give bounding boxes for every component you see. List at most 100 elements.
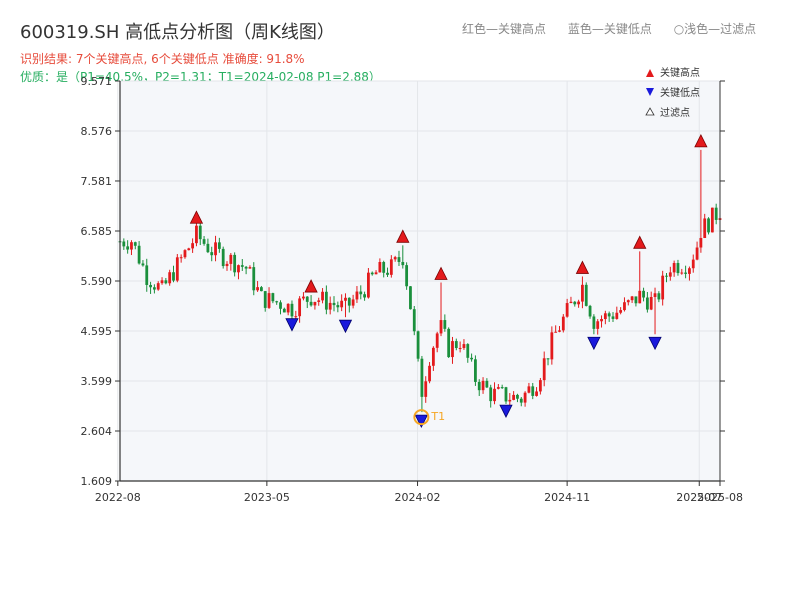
candle-body [233, 254, 237, 273]
candle-body [298, 298, 302, 317]
legend-filtered-marker [645, 107, 655, 116]
candle-body [451, 341, 454, 358]
x-tick-label: 2024-02 [395, 491, 441, 504]
candle-body [279, 302, 282, 309]
candle-body [615, 312, 619, 319]
candle-body [603, 313, 607, 320]
candle-body [546, 358, 550, 360]
candle-body [596, 321, 600, 329]
candle-body [561, 316, 565, 331]
candle-body [324, 291, 328, 310]
candle-body [592, 316, 596, 329]
candle-body [619, 310, 623, 313]
candle-body [367, 272, 370, 298]
candle-body [313, 301, 317, 306]
candle-body [447, 328, 451, 358]
candle-body [202, 239, 206, 244]
candle-body [626, 300, 630, 303]
candle-body [149, 284, 152, 288]
candle-body [611, 316, 615, 319]
high-marker [694, 133, 708, 148]
t1-ring [413, 409, 430, 426]
candle-body [588, 305, 592, 317]
candle-body [642, 290, 645, 298]
candle-body [317, 300, 321, 302]
candle-body [485, 380, 489, 388]
candle-body [676, 263, 680, 274]
candle-body [217, 242, 221, 249]
candle-body [198, 225, 202, 240]
candle-body [328, 302, 332, 310]
candle-body [351, 299, 355, 306]
candle-body [649, 296, 653, 310]
candle-body [401, 261, 405, 266]
candle-body [386, 272, 389, 275]
high-marker [189, 210, 204, 224]
candle-body [370, 272, 374, 275]
candle-body [512, 394, 516, 400]
legend-text-blue: 蓝色—关键低点 [567, 22, 652, 36]
candle-body [645, 297, 649, 310]
y-tick-label: 9.571 [81, 75, 113, 88]
candle-body [703, 218, 707, 238]
candle-body [508, 399, 512, 402]
candle-body [454, 341, 458, 349]
candle-body [581, 284, 584, 302]
candle-body [321, 291, 324, 301]
candle-body [695, 247, 699, 260]
candle-body [634, 296, 638, 304]
candle-body [714, 207, 718, 220]
candle-body [152, 287, 156, 290]
candle-body [489, 387, 493, 402]
candle-body [435, 333, 439, 348]
result-summary: 识别结果: 7个关键高点, 6个关键低点 准确度: 91.8% [20, 52, 305, 66]
candle-body [336, 305, 340, 308]
candle-body [168, 272, 172, 284]
candle-body [481, 380, 485, 391]
candle-body [305, 296, 309, 302]
candle-body [237, 265, 240, 273]
candle-body [538, 380, 542, 392]
legend-text-filtered: ○浅色—过滤点 [673, 22, 757, 36]
candle-body [225, 263, 229, 267]
candle-body [668, 272, 672, 277]
candle-body [462, 344, 466, 348]
marker-legend: 关键高点 关键低点 过滤点 [645, 66, 700, 119]
legend-low-label: 关键低点 [660, 86, 700, 99]
candle-body [688, 268, 691, 274]
candle-body [374, 272, 378, 275]
candle-body [531, 386, 535, 396]
low-marker [499, 404, 513, 418]
y-tick-label: 1.609 [81, 475, 113, 488]
candle-body [126, 246, 130, 250]
candle-body [458, 347, 462, 349]
candle-body [665, 275, 668, 277]
candle-body [710, 207, 714, 233]
candle-body [607, 313, 611, 317]
candle-body [405, 265, 409, 287]
candle-body [229, 254, 233, 264]
candle-body [424, 381, 428, 397]
high-marker [434, 266, 448, 280]
candle-body [290, 303, 294, 317]
candle-body [260, 287, 263, 292]
y-tick-label: 7.581 [81, 175, 113, 188]
candle-body [569, 301, 573, 304]
high-marker [396, 229, 410, 243]
candle-body [443, 320, 447, 329]
candle-body [672, 263, 676, 273]
candle-body [416, 331, 420, 359]
candle-body [691, 259, 695, 269]
candle-body [286, 303, 290, 313]
candle-body [630, 296, 634, 301]
high-marker [633, 235, 647, 249]
candle-body [172, 272, 175, 281]
legend-low-marker [646, 88, 654, 96]
candle-body [428, 365, 431, 382]
candle-body [573, 301, 577, 305]
candle-body [210, 252, 214, 256]
candle-body [378, 262, 382, 273]
candle-body [164, 280, 168, 284]
candle-body [653, 293, 657, 297]
